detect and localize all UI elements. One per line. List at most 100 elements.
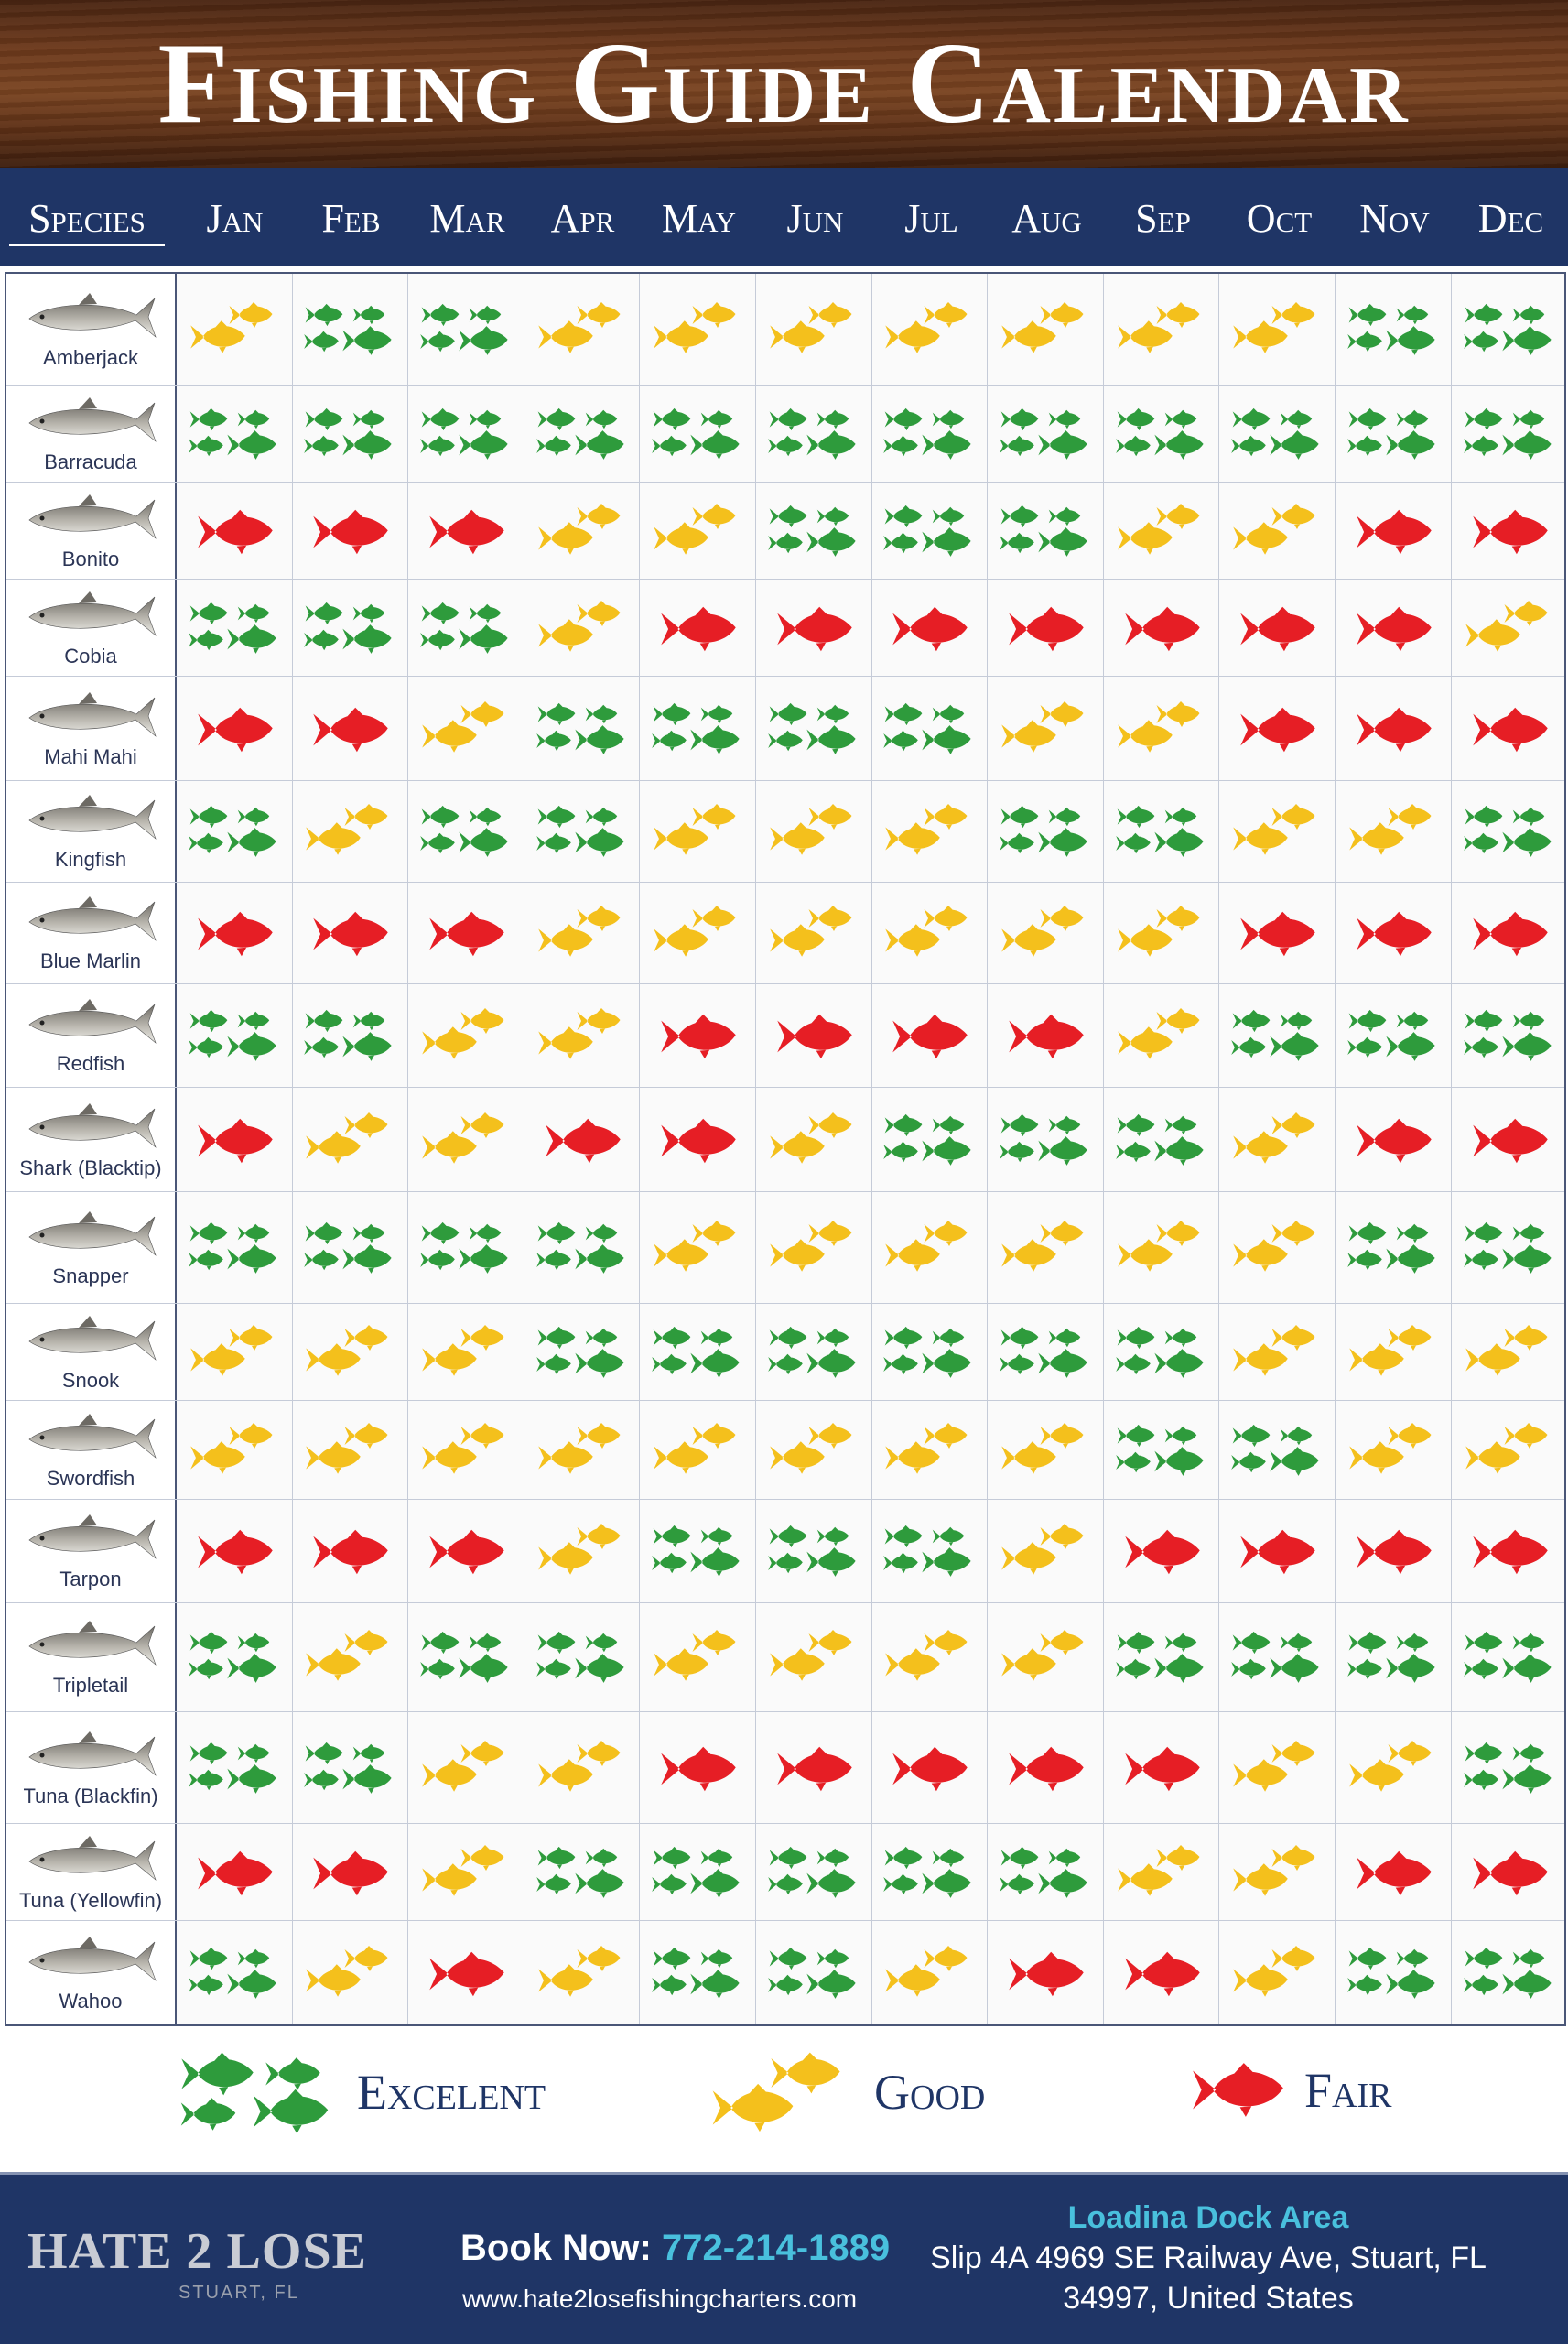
good-fish-icon xyxy=(1348,804,1432,855)
species-row: Swordfish xyxy=(6,1400,1564,1499)
rating-cell-excellent xyxy=(640,1304,756,1400)
species-name: Snapper xyxy=(52,1264,129,1287)
month-mar: Mar xyxy=(429,196,505,241)
excellent-fish-icon xyxy=(304,303,393,355)
address-title: Loadina Dock Area xyxy=(1067,2200,1349,2235)
fair-fish-icon xyxy=(1357,1118,1432,1163)
rating-cell-fair xyxy=(872,580,989,676)
rating-cell-excellent xyxy=(1336,984,1452,1087)
fair-fish-icon xyxy=(313,707,389,752)
good-fish-icon xyxy=(885,1945,968,1997)
rating-cell-excellent xyxy=(640,677,756,780)
species-name: Mahi Mahi xyxy=(44,744,137,768)
legend-good-label: Good xyxy=(874,2065,986,2120)
good-fish-icon xyxy=(422,1422,504,1474)
rating-cell-excellent xyxy=(756,1824,872,1920)
excellent-fish-icon xyxy=(1000,407,1087,460)
good-fish-icon xyxy=(654,503,736,555)
good-fish-icon xyxy=(1001,906,1084,957)
excellent-fish-icon xyxy=(188,1742,276,1794)
rating-cell-good xyxy=(640,1401,756,1499)
species-cell: Blue Marlin xyxy=(6,883,177,983)
rating-cell-good xyxy=(524,883,641,983)
good-fish-icon xyxy=(1233,1112,1315,1164)
rating-cell-excellent xyxy=(1219,1603,1336,1711)
rating-cell-good xyxy=(408,1088,524,1191)
rating-cell-fair xyxy=(408,1500,524,1602)
month-jun: Jun xyxy=(786,196,844,241)
legend-fair: Fair xyxy=(1190,2060,1391,2120)
rating-cell-fair xyxy=(1336,677,1452,780)
rating-cell-fair xyxy=(988,1712,1104,1823)
excellent-fish-icon xyxy=(1115,1631,1204,1683)
website-link[interactable]: www.hate2losefishingcharters.com xyxy=(462,2284,858,2313)
rating-cell-excellent xyxy=(640,1500,756,1602)
rating-cell-fair xyxy=(177,1824,293,1920)
good-fish-icon xyxy=(537,1524,621,1575)
excellent-fish-icon xyxy=(420,1631,508,1683)
good-fish-icon xyxy=(654,302,736,353)
rating-cell-fair xyxy=(293,1824,409,1920)
fair-fish-icon xyxy=(1473,1529,1548,1575)
good-fish-icon xyxy=(422,1740,504,1792)
good-fish-icon xyxy=(1465,600,1548,652)
rating-cell-good xyxy=(408,984,524,1087)
rating-cell-good xyxy=(1104,483,1220,579)
excellent-fish-icon xyxy=(883,1846,971,1898)
rating-cell-good xyxy=(872,1921,989,2024)
rating-cell-excellent xyxy=(177,1603,293,1711)
rating-cell-excellent xyxy=(1452,274,1568,385)
rating-cell-good xyxy=(872,1603,989,1711)
rating-cell-excellent xyxy=(756,677,872,780)
species-fish-illustration xyxy=(28,999,157,1044)
good-fish-icon xyxy=(1001,700,1084,753)
rating-cell-good xyxy=(640,1603,756,1711)
rating-cell-good xyxy=(408,1712,524,1823)
excellent-fish-icon xyxy=(1231,1009,1319,1061)
rating-cell-good xyxy=(988,1192,1104,1303)
excellent-fish-icon xyxy=(420,602,508,654)
rating-cell-good xyxy=(293,1603,409,1711)
rating-cell-excellent xyxy=(1452,781,1568,882)
rating-cell-excellent xyxy=(408,1603,524,1711)
excellent-fish-icon xyxy=(767,1326,856,1378)
rating-cell-fair xyxy=(1452,1824,1568,1920)
rating-cell-good xyxy=(1219,1304,1336,1400)
species-fish-illustration xyxy=(28,896,157,941)
rating-cell-excellent xyxy=(872,1500,989,1602)
rating-cell-good xyxy=(756,1088,872,1191)
rating-cell-excellent xyxy=(293,580,409,676)
good-fish-icon xyxy=(537,1740,621,1792)
excellent-fish-icon xyxy=(535,1326,624,1378)
phone-link[interactable]: 772-214-1889 xyxy=(662,2228,891,2268)
rating-cell-excellent xyxy=(293,274,409,385)
good-fish-icon xyxy=(1465,1324,1548,1376)
excellent-fish-icon xyxy=(304,1009,393,1061)
rating-cell-excellent xyxy=(1104,781,1220,882)
rating-cell-good xyxy=(524,1401,641,1499)
rating-cell-excellent xyxy=(293,984,409,1087)
excellent-fish-icon xyxy=(1346,1947,1435,1999)
rating-cell-good xyxy=(756,883,872,983)
rating-cell-fair xyxy=(177,883,293,983)
rating-cell-good xyxy=(988,883,1104,983)
rating-cell-excellent xyxy=(756,483,872,579)
excellent-fish-icon xyxy=(1115,1424,1204,1476)
rating-cell-good xyxy=(293,1304,409,1400)
rating-cell-fair xyxy=(1336,580,1452,676)
rating-cell-good xyxy=(1336,781,1452,882)
excellent-fish-icon xyxy=(1000,1846,1087,1898)
rating-cell-good xyxy=(872,781,989,882)
rating-cell-excellent xyxy=(872,1088,989,1191)
rating-cell-good xyxy=(756,1401,872,1499)
species-fish-illustration xyxy=(28,691,157,737)
excellent-fish-icon xyxy=(420,1221,508,1274)
fair-fish-icon xyxy=(198,1529,273,1575)
species-fish-illustration xyxy=(28,494,157,539)
rating-cell-fair xyxy=(640,1712,756,1823)
species-row: Tuna (Blackfin) xyxy=(6,1711,1564,1823)
good-fish-icon xyxy=(1465,1422,1548,1474)
rating-cell-fair xyxy=(1219,883,1336,983)
fair-fish-icon xyxy=(661,1118,736,1163)
species-fish-illustration xyxy=(28,1835,157,1881)
